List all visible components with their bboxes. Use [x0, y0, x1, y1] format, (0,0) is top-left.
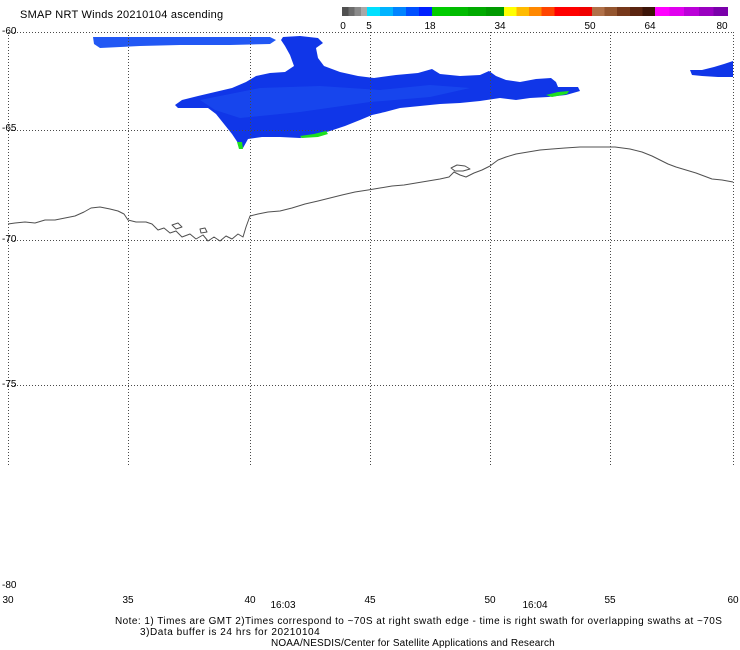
colorbar-tick-label: 18 [424, 21, 436, 32]
colorbar-segment [432, 7, 504, 16]
colorbar-segment [592, 7, 655, 16]
swath-green-edge [237, 142, 243, 149]
swath-green-edge [546, 91, 569, 97]
coastal-island [171, 222, 183, 230]
colorbar-tick-label: 5 [366, 21, 372, 32]
colorbar-tick-label: 0 [340, 21, 346, 32]
swath-time-label: 16:04 [522, 600, 548, 611]
credit-line: NOAA/NESDIS/Center for Satellite Applica… [271, 638, 555, 649]
longitude-label: 45 [364, 595, 376, 606]
latitude-label: -65 [2, 123, 17, 134]
footnote-buffer: 3)Data buffer is 24 hrs for 20210104 [140, 627, 321, 638]
graticule [8, 32, 734, 465]
coastal-island [199, 227, 208, 234]
coastline [7, 146, 734, 242]
longitude-label: 60 [727, 595, 739, 606]
colorbar-segment [367, 7, 432, 16]
wind-swath [93, 36, 733, 149]
longitude-label: 55 [604, 595, 616, 606]
colorbar-tick-label: 80 [716, 21, 728, 32]
antarctic-coastline [7, 146, 734, 242]
swath-strip-upper-left [93, 37, 276, 48]
swath-green-edge [300, 131, 328, 138]
swath-main-light-streak [200, 85, 470, 118]
swath-main [175, 36, 580, 148]
longitude-label: 35 [122, 595, 134, 606]
colorbar-segment [342, 7, 367, 16]
swath-time-label: 16:03 [270, 600, 296, 611]
swath-right-patch [690, 61, 733, 77]
footnote-times: Note: 1) Times are GMT 2)Times correspon… [115, 616, 723, 627]
longitude-label: 50 [484, 595, 496, 606]
latitude-label: -80 [2, 580, 17, 591]
longitude-label: 40 [244, 595, 256, 606]
colorbar-tick-label: 34 [494, 21, 506, 32]
latitude-label: -60 [2, 26, 17, 37]
latitude-label: -75 [2, 379, 17, 390]
coastal-island [450, 164, 471, 172]
colorbar-segment [655, 7, 728, 16]
longitude-label: 30 [2, 595, 14, 606]
colorbar-segment [504, 7, 592, 16]
colorbar-tick-label: 64 [644, 21, 656, 32]
colorbar-tick-label: 50 [584, 21, 596, 32]
latitude-label: -70 [2, 234, 17, 245]
map-title: SMAP NRT Winds 20210104 ascending [20, 9, 224, 21]
wind-speed-colorbar [342, 7, 728, 16]
